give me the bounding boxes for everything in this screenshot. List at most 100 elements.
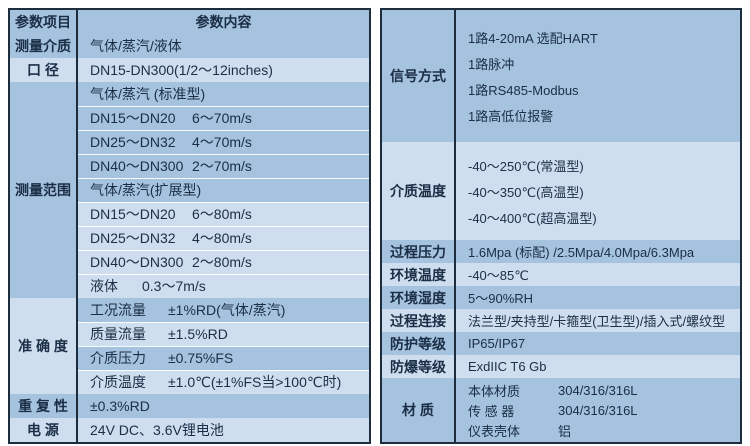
section-signal: 信号方式 1路4-20mA 选配HART 1路脉冲 1路RS485-Modbus… — [382, 10, 740, 142]
left-table-header-row: 参数项目 参数内容 — [10, 10, 369, 34]
range-subheading: 气体/蒸汽 (标准型) — [78, 82, 369, 106]
range-line: DN25～DN32 4～70m/s — [78, 130, 369, 154]
row-label: 重 复 性 — [10, 394, 76, 418]
section-content: 工况流量 ±1%RD(气体/蒸汽) 质量流量 ±1.5%RD 介质压力 ±0.7… — [76, 298, 369, 394]
row-label: 过程连接 — [382, 309, 454, 332]
accuracy-name: 质量流量 — [90, 326, 146, 342]
accuracy-line: 介质压力 ±0.75%FS — [78, 346, 369, 370]
range-line: DN40～DN300 2～80m/s — [78, 250, 369, 274]
header-param-col: 参数项目 — [10, 10, 76, 34]
material-value: 304/316/316L — [558, 382, 638, 398]
range-name: DN25～DN32 — [90, 134, 176, 150]
temp-line: -40～400℃(超高温型) — [468, 210, 597, 226]
row-label: 电 源 — [10, 418, 76, 442]
range-line: DN15～DN20 6～70m/s — [78, 106, 369, 130]
range-value: 2～80m/s — [192, 254, 252, 270]
row-value-cell: 1.6Mpa (标配) /2.5Mpa/4.0Mpa/6.3Mpa — [454, 240, 740, 263]
section-accuracy: 准 确 度 工况流量 ±1%RD(气体/蒸汽) 质量流量 ±1.5%RD 介质压… — [10, 298, 369, 394]
row-value: IP65/IP67 — [468, 336, 526, 351]
accuracy-name: 介质温度 — [90, 374, 146, 390]
row-value: ExdIIC T6 Gb — [468, 359, 547, 374]
row-label: 环境温度 — [382, 263, 454, 286]
accuracy-value: ±0.75%FS — [168, 350, 234, 366]
row-value: 5～90%RH — [468, 291, 534, 306]
section-label: 信号方式 — [382, 10, 454, 142]
section-label: 介质温度 — [382, 142, 454, 240]
row-value-cell: DN15-DN300(1/2～12inches) — [76, 58, 369, 82]
material-value: 304/316/316L — [558, 402, 638, 418]
range-name: 液体 — [90, 278, 118, 294]
range-value: 6～70m/s — [192, 110, 252, 126]
range-line: DN40～DN300 2～70m/s — [78, 154, 369, 178]
left-spec-table: 参数项目 参数内容 测量介质 气体/蒸汽/液体 口 径 DN15-DN300(1… — [8, 8, 371, 444]
section-label: 材 质 — [382, 378, 454, 442]
section-content: -40～250℃(常温型) -40～350℃(高温型) -40～400℃(超高温… — [454, 142, 740, 240]
range-value: 6～80m/s — [192, 206, 252, 222]
row-value: -40～85℃ — [468, 268, 529, 283]
section-content: 本体材质 304/316/316L 传 感 器 304/316/316L 仪表壳… — [454, 378, 740, 442]
accuracy-value: ±1%RD(气体/蒸汽) — [168, 302, 286, 318]
range-value: 4～70m/s — [192, 134, 252, 150]
accuracy-line: 介质温度 ±1.0℃(±1%FS当>100℃时) — [78, 370, 369, 394]
range-value: 0.3～7m/s — [142, 278, 206, 294]
section-content: 气体/蒸汽 (标准型) DN15～DN20 6～70m/s DN25～DN32 … — [76, 82, 369, 298]
range-name: DN25～DN32 — [90, 230, 176, 246]
material-name: 传 感 器 — [468, 403, 515, 419]
row-label: 测量介质 — [10, 34, 76, 58]
table-row-ambient-temperature: 环境温度 -40～85℃ — [382, 263, 740, 286]
row-label: 过程压力 — [382, 240, 454, 263]
row-value-cell: 24V DC、3.6V锂电池 — [76, 418, 369, 442]
signal-line: 1路脉冲 — [468, 56, 515, 72]
table-row-process-connection: 过程连接 法兰型/夹持型/卡箍型(卫生型)/插入式/螺纹型 — [382, 309, 740, 332]
accuracy-value: ±1.0℃(±1%FS当>100℃时) — [168, 374, 342, 390]
table-row-ambient-humidity: 环境湿度 5～90%RH — [382, 286, 740, 309]
signal-line: 1路4-20mA 选配HART — [468, 30, 598, 46]
row-value-cell: IP65/IP67 — [454, 332, 740, 355]
section-content: 1路4-20mA 选配HART 1路脉冲 1路RS485-Modbus 1路高低… — [454, 10, 740, 142]
table-row-protection-class: 防护等级 IP65/IP67 — [382, 332, 740, 355]
row-value-cell: ExdIIC T6 Gb — [454, 355, 740, 378]
range-name: DN40～DN300 — [90, 254, 184, 270]
row-value: 24V DC、3.6V锂电池 — [90, 422, 224, 438]
range-line: 液体 0.3～7m/s — [78, 274, 369, 298]
section-measuring-range: 测量范围 气体/蒸汽 (标准型) DN15～DN20 6～70m/s DN25～… — [10, 82, 369, 298]
accuracy-value: ±1.5%RD — [168, 326, 228, 342]
material-line: 仪表壳体 铝 — [456, 420, 740, 440]
accuracy-line: 质量流量 ±1.5%RD — [78, 322, 369, 346]
signal-line: 1路高低位报警 — [468, 108, 554, 124]
range-name: DN15～DN20 — [90, 206, 176, 222]
header-content-col-cell: 参数内容 — [76, 10, 369, 34]
accuracy-name: 工况流量 — [90, 302, 146, 318]
range-line: DN15～DN20 6～80m/s — [78, 202, 369, 226]
row-value-cell: ±0.3%RD — [76, 394, 369, 418]
range-line: DN25～DN32 4～80m/s — [78, 226, 369, 250]
temp-line: -40～250℃(常温型) — [468, 158, 584, 174]
range-value: 4～80m/s — [192, 230, 252, 246]
table-row-repeatability: 重 复 性 ±0.3%RD — [10, 394, 369, 418]
accuracy-name: 介质压力 — [90, 350, 146, 366]
table-row-diameter: 口 径 DN15-DN300(1/2～12inches) — [10, 58, 369, 82]
section-label: 准 确 度 — [10, 298, 76, 394]
range-value: 2～70m/s — [192, 158, 252, 174]
material-name: 本体材质 — [468, 383, 521, 399]
material-value: 铝 — [558, 423, 572, 439]
row-value-cell: 法兰型/夹持型/卡箍型(卫生型)/插入式/螺纹型 — [454, 309, 740, 332]
material-line: 传 感 器 304/316/316L — [456, 400, 740, 420]
row-label: 环境湿度 — [382, 286, 454, 309]
header-content-col: 参数内容 — [195, 14, 252, 30]
accuracy-line: 工况流量 ±1%RD(气体/蒸汽) — [78, 298, 369, 322]
section-label: 测量范围 — [10, 82, 76, 298]
row-value-cell: 气体/蒸汽/液体 — [76, 34, 369, 58]
row-value-cell: -40～85℃ — [454, 263, 740, 286]
row-label: 口 径 — [10, 58, 76, 82]
range-name: DN15～DN20 — [90, 110, 176, 126]
table-row-explosion-proof: 防爆等级 ExdIIC T6 Gb — [382, 355, 740, 378]
row-label: 防爆等级 — [382, 355, 454, 378]
row-value: DN15-DN300(1/2～12inches) — [90, 62, 273, 78]
table-row-power: 电 源 24V DC、3.6V锂电池 — [10, 418, 369, 442]
signal-line: 1路RS485-Modbus — [468, 82, 579, 98]
row-value: 气体/蒸汽/液体 — [90, 38, 182, 54]
range-name: DN40～DN300 — [90, 158, 184, 174]
section-medium-temperature: 介质温度 -40～250℃(常温型) -40～350℃(高温型) -40～400… — [382, 142, 740, 240]
